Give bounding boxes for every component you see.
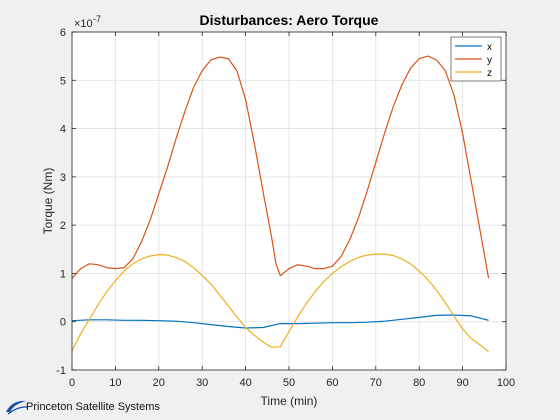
x-tick-label: 80 (413, 377, 425, 389)
y-tick-label: 4 (60, 124, 66, 136)
y-tick-label: 2 (60, 220, 66, 232)
x-tick-label: 20 (153, 377, 165, 389)
x-tick-label: 60 (326, 377, 338, 389)
y-tick-label: -1 (56, 365, 66, 377)
x-tick-label: 50 (283, 377, 295, 389)
x-tick-label: 0 (69, 377, 75, 389)
series-line-x (71, 314, 489, 329)
chart-title: Disturbances: Aero Torque (200, 12, 379, 28)
y-tick-label: 3 (60, 172, 66, 184)
x-tick-label: 90 (456, 377, 468, 389)
legend: xyz (450, 36, 502, 82)
x-axis-label: Time (min) (261, 394, 318, 408)
logo-text: Princeton Satellite Systems (26, 401, 160, 413)
y-axis-label: Torque (Nm) (41, 168, 55, 235)
series-line-y (71, 55, 490, 279)
series-layer (71, 55, 490, 353)
x-tick-label: 40 (239, 377, 251, 389)
y-tick-label: 0 (60, 317, 66, 329)
ticks (71, 31, 507, 371)
x-tick-label: 70 (370, 377, 382, 389)
legend-label-x: x (487, 42, 492, 53)
legend-label-z: z (487, 68, 492, 79)
y-tick-label: 6 (60, 27, 66, 39)
y-exponent-power: -7 (93, 14, 101, 24)
x-tick-label: 30 (196, 377, 208, 389)
y-tick-label: 1 (60, 268, 66, 280)
logo: Princeton Satellite Systems (4, 396, 160, 418)
x-tick-label: 10 (109, 377, 121, 389)
legend-label-y: y (487, 55, 492, 66)
logo-swoosh-icon (6, 400, 29, 415)
y-tick-label: 5 (60, 75, 66, 87)
y-exponent-base: ×10 (74, 18, 93, 30)
series-line-z (71, 253, 489, 353)
x-tick-label: 100 (497, 377, 515, 389)
